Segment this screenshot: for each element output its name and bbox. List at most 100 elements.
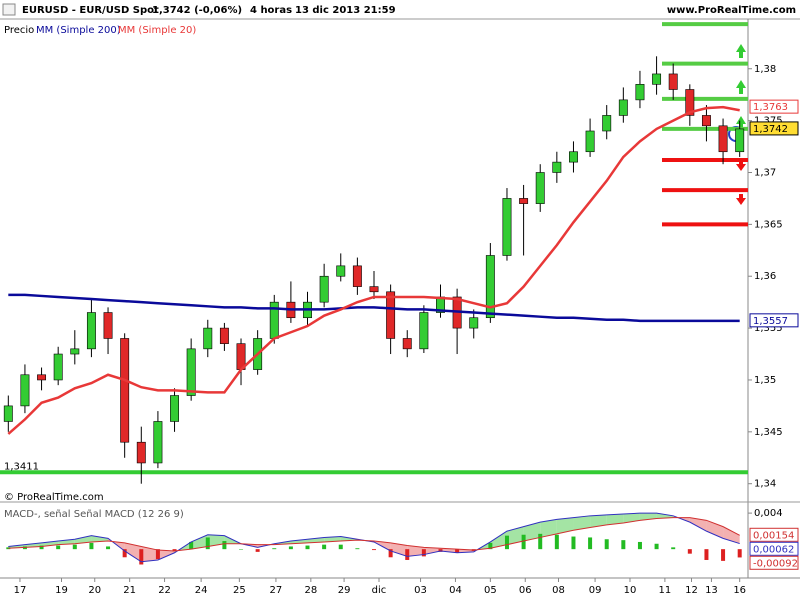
price-label: 1,3557	[753, 316, 788, 327]
y-tick-label: 1,345	[754, 427, 783, 438]
x-tick-label: 24	[195, 585, 208, 596]
price-label: -0,00092	[753, 558, 798, 569]
x-tick-label: 04	[449, 585, 462, 596]
down-arrow	[736, 160, 746, 171]
macd-fill	[157, 550, 175, 560]
candle-body	[652, 73, 662, 85]
macd-fill	[556, 517, 574, 534]
histogram-bar	[455, 549, 460, 553]
histogram-bar	[338, 544, 343, 550]
macd-fill	[74, 535, 92, 544]
macd-title: MACD-, señal Señal MACD (12 26 9)	[4, 509, 184, 520]
macd-fill	[540, 519, 557, 538]
candle-body	[203, 327, 213, 350]
histogram-bar	[72, 544, 77, 550]
macd-fill	[407, 545, 424, 557]
candle-body	[86, 312, 96, 350]
up-arrow	[736, 44, 746, 58]
candle-body	[685, 89, 695, 116]
histogram-bar	[288, 546, 293, 550]
down-arrow	[736, 194, 746, 205]
macd-fill	[606, 514, 624, 525]
histogram-bar	[654, 543, 659, 550]
candle-body	[535, 172, 545, 204]
candle-body	[319, 275, 329, 303]
y-tick-label: 0,004	[754, 508, 783, 519]
candle-body	[170, 395, 179, 422]
histogram-bar	[538, 533, 543, 550]
histogram-bar	[737, 549, 742, 558]
y-tick-label: 1,355	[754, 323, 783, 334]
candle-body	[602, 115, 612, 132]
histogram-bar	[155, 549, 160, 560]
x-tick-label: 29	[338, 585, 351, 596]
histogram-bar	[372, 549, 376, 551]
macd-fill	[590, 514, 607, 528]
y-tick-label: 1,37	[754, 167, 776, 178]
histogram-bar	[637, 541, 642, 550]
histogram-bar	[322, 544, 327, 550]
legend-ma20: MM (Simple 20)	[118, 25, 196, 36]
price-label: 1,3742	[753, 124, 788, 135]
histogram-bar	[588, 537, 593, 550]
x-tick-label: 12	[685, 585, 698, 596]
x-tick-label: 03	[414, 585, 427, 596]
candle-body	[419, 312, 429, 350]
x-tick-label: 27	[270, 585, 283, 596]
macd-fill	[91, 535, 109, 542]
histogram-bar	[554, 534, 559, 550]
histogram-bar	[89, 542, 94, 550]
menu-icon[interactable]	[2, 3, 16, 16]
candle-body	[352, 265, 362, 287]
histogram-bar	[571, 536, 576, 550]
candle-body	[369, 286, 379, 293]
macd-fill	[58, 539, 75, 545]
candle-body	[735, 128, 745, 153]
candle-body	[386, 291, 396, 339]
x-tick-label: 25	[233, 585, 246, 596]
histogram-bar	[305, 545, 310, 550]
histogram-bar	[172, 549, 177, 551]
price-label-box	[749, 313, 799, 328]
macd-fill	[390, 542, 408, 557]
histogram-bar	[388, 549, 393, 558]
x-tick-label: dic	[372, 585, 387, 596]
histogram-bar	[189, 541, 194, 550]
header-bar	[0, 0, 800, 19]
candle-body	[37, 374, 47, 381]
timeframe: 4 horas	[250, 5, 292, 16]
macd-fill	[573, 515, 591, 531]
macd-fill	[207, 534, 225, 547]
histogram-bar	[504, 535, 509, 550]
candle-body	[502, 198, 512, 256]
histogram-bar	[239, 549, 244, 550]
candle-body	[20, 374, 30, 407]
macd-fill	[523, 522, 541, 542]
candle-body	[485, 255, 495, 319]
up-arrow	[736, 116, 746, 130]
x-tick-label: 09	[589, 585, 602, 596]
price-label-box	[749, 527, 799, 542]
candle-body	[53, 353, 63, 381]
price-label-box	[749, 541, 799, 556]
histogram-bar	[355, 548, 360, 550]
macd-fill	[124, 542, 142, 562]
candle-body	[469, 317, 479, 329]
histogram-bar	[671, 547, 676, 550]
symbol: EURUSD - EUR/USD Spot	[22, 5, 159, 16]
price-label: 1,3763	[753, 102, 788, 113]
candle-body	[718, 125, 728, 153]
price-label-box	[749, 121, 799, 136]
macd-fill	[490, 531, 507, 549]
candle-body	[585, 130, 595, 153]
site: www.ProRealTime.com	[667, 5, 796, 16]
macd-fill	[141, 546, 158, 562]
copyright: © ProRealTime.com	[4, 492, 104, 503]
macd-fill	[656, 513, 674, 519]
histogram-bar	[421, 549, 426, 557]
y-tick-label: 1,34	[754, 479, 776, 490]
candle-body	[153, 421, 163, 464]
candle-body	[402, 338, 412, 350]
macd-fill	[506, 526, 524, 545]
histogram-bar	[56, 545, 61, 550]
